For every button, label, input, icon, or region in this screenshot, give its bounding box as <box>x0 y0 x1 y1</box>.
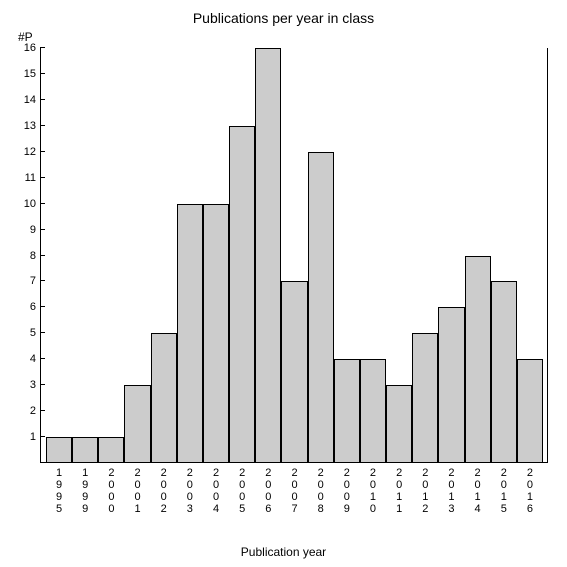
x-tick-label: 2 0 1 3 <box>445 463 457 515</box>
y-tick-mark <box>40 73 45 74</box>
y-tick-label: 14 <box>24 94 40 106</box>
bar <box>517 359 543 463</box>
bar <box>255 48 281 463</box>
x-tick-label: 2 0 0 7 <box>289 463 301 515</box>
bar <box>281 281 307 463</box>
x-tick-label: 2 0 0 3 <box>184 463 196 515</box>
bar <box>491 281 517 463</box>
bar <box>229 126 255 463</box>
x-tick-label: 1 9 9 9 <box>79 463 91 515</box>
x-tick-label: 2 0 1 2 <box>419 463 431 515</box>
bar <box>465 256 491 464</box>
y-tick-label: 4 <box>30 353 40 365</box>
bar <box>151 333 177 463</box>
y-tick-mark <box>40 436 45 437</box>
bar <box>72 437 98 463</box>
chart-container: Publications per year in class #P 123456… <box>0 0 567 567</box>
y-tick-mark <box>40 255 45 256</box>
y-tick-mark <box>40 177 45 178</box>
y-tick-mark <box>40 203 45 204</box>
y-tick-label: 15 <box>24 68 40 80</box>
y-tick-label: 13 <box>24 120 40 132</box>
y-tick-mark <box>40 384 45 385</box>
y-axis-line <box>40 48 41 463</box>
x-tick-label: 1 9 9 5 <box>53 463 65 515</box>
y-tick-label: 9 <box>30 224 40 236</box>
y-tick-mark <box>40 306 45 307</box>
x-tick-label: 2 0 0 9 <box>341 463 353 515</box>
x-tick-label: 2 0 0 4 <box>210 463 222 515</box>
y-tick-label: 7 <box>30 275 40 287</box>
x-tick-label: 2 0 0 5 <box>236 463 248 515</box>
x-tick-label: 2 0 1 0 <box>367 463 379 515</box>
x-tick-label: 2 0 0 6 <box>262 463 274 515</box>
y-tick-label: 12 <box>24 146 40 158</box>
x-tick-label: 2 0 1 5 <box>498 463 510 515</box>
y-tick-mark <box>40 410 45 411</box>
x-tick-label: 2 0 0 2 <box>158 463 170 515</box>
bar <box>177 204 203 463</box>
y-tick-mark <box>40 99 45 100</box>
bar <box>308 152 334 463</box>
bar <box>412 333 438 463</box>
x-axis-label: Publication year <box>0 545 567 559</box>
y-tick-mark <box>40 151 45 152</box>
x-tick-label: 2 0 1 6 <box>524 463 536 515</box>
y-tick-mark <box>40 332 45 333</box>
bar <box>438 307 464 463</box>
y-tick-label: 6 <box>30 301 40 313</box>
bar <box>46 437 72 463</box>
bar <box>360 359 386 463</box>
y-tick-mark <box>40 280 45 281</box>
bar <box>334 359 360 463</box>
x-tick-label: 2 0 0 0 <box>105 463 117 515</box>
y-tick-mark <box>40 229 45 230</box>
chart-title: Publications per year in class <box>0 10 567 26</box>
bar <box>203 204 229 463</box>
y-tick-label: 3 <box>30 379 40 391</box>
x-tick-label: 2 0 0 1 <box>132 463 144 515</box>
bar <box>98 437 124 463</box>
y-tick-label: 8 <box>30 250 40 262</box>
x-tick-label: 2 0 1 4 <box>472 463 484 515</box>
y-tick-label: 10 <box>24 198 40 210</box>
y-tick-label: 5 <box>30 327 40 339</box>
x-tick-label: 2 0 0 8 <box>315 463 327 515</box>
bar <box>386 385 412 463</box>
y-tick-mark <box>40 358 45 359</box>
y-tick-label: 11 <box>25 172 40 184</box>
bar <box>124 385 150 463</box>
x-tick-label: 2 0 1 1 <box>393 463 405 515</box>
y-tick-mark <box>40 47 45 48</box>
y-tick-mark <box>40 125 45 126</box>
y-tick-label: 1 <box>30 431 40 443</box>
y-tick-label: 16 <box>24 42 40 54</box>
y-tick-label: 2 <box>30 405 40 417</box>
plot-area: 123456789101112131415161 9 9 51 9 9 92 0… <box>40 48 548 463</box>
